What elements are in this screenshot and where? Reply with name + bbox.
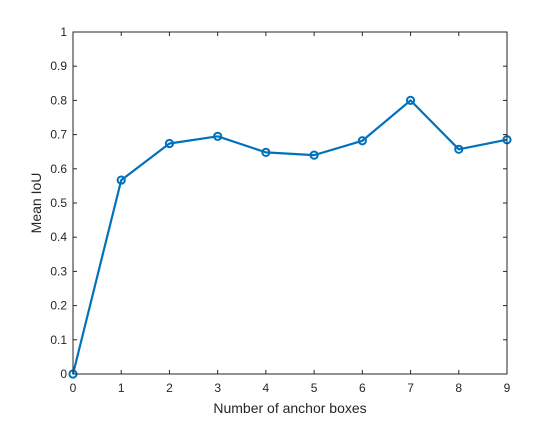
x-tick-label: 0	[70, 381, 77, 395]
plot-area	[73, 32, 507, 374]
data-point	[357, 136, 367, 146]
data-point	[261, 147, 271, 157]
y-tick-label: 1	[60, 25, 67, 39]
x-tick-label: 8	[455, 381, 462, 395]
data-point	[164, 138, 175, 149]
y-tick-label: 0.7	[50, 128, 67, 142]
x-tick-label: 4	[263, 381, 270, 395]
y-tick-label: 0.2	[50, 299, 67, 313]
y-tick-label: 0.3	[50, 264, 67, 278]
x-tick-label: 6	[359, 381, 366, 395]
series-layer	[68, 95, 512, 379]
data-point	[405, 95, 416, 106]
data-point	[454, 144, 464, 154]
y-tick-label: 0.4	[50, 230, 67, 244]
y-tick-label: 0	[60, 367, 67, 381]
x-tick-label: 1	[118, 381, 125, 395]
data-point	[116, 175, 126, 185]
data-point	[309, 150, 319, 160]
y-tick-label: 0.9	[50, 59, 67, 73]
x-tick-label: 5	[311, 381, 318, 395]
x-tick-label: 9	[504, 381, 511, 395]
series-line	[71, 99, 508, 375]
axes-box	[72, 31, 508, 375]
x-axis-label: Number of anchor boxes	[213, 400, 366, 416]
y-tick-label: 0.5	[50, 196, 67, 210]
y-axis-label: Mean IoU	[28, 173, 44, 234]
x-tick-label: 2	[166, 381, 173, 395]
data-point	[213, 131, 223, 141]
y-tick-label: 0.6	[50, 162, 67, 176]
x-tick-label: 3	[214, 381, 221, 395]
x-tick-label: 7	[407, 381, 414, 395]
y-tick-label: 0.8	[50, 93, 67, 107]
y-tick-label: 0.1	[50, 333, 67, 347]
